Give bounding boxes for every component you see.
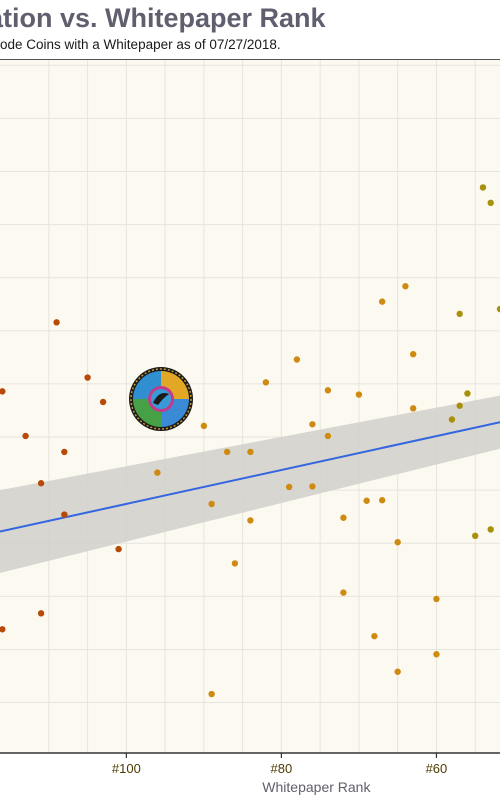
data-point [0, 388, 6, 395]
data-point [394, 538, 401, 546]
data-point [487, 199, 494, 207]
data-point [223, 448, 231, 456]
data-point [394, 668, 401, 675]
data-point [200, 422, 208, 430]
title-rule [0, 59, 500, 60]
plot-panel [0, 60, 500, 753]
data-point [22, 432, 29, 440]
data-point [99, 398, 107, 406]
data-point [293, 356, 301, 363]
data-point [355, 391, 363, 398]
data-point [61, 511, 68, 518]
data-point [208, 690, 215, 698]
data-point [84, 374, 91, 381]
data-point [496, 305, 500, 313]
data-point [0, 626, 6, 633]
data-point [309, 483, 316, 490]
data-point [262, 379, 270, 386]
data-point [247, 517, 254, 524]
chart-title: ation vs. Whitepaper Rank [0, 3, 326, 33]
data-point [487, 526, 494, 533]
x-tick-label: #60 [426, 761, 448, 776]
x-tick-label: #100 [112, 761, 141, 776]
chart-subtitle: ode Coins with a Whitepaper as of 07/27/… [0, 37, 281, 52]
data-points [0, 184, 500, 698]
data-point [433, 595, 440, 603]
data-point [285, 483, 293, 491]
data-point [154, 469, 161, 476]
data-point [409, 350, 417, 358]
confidence-band [0, 395, 500, 573]
data-point [309, 421, 316, 428]
coin-logo-badge [129, 367, 193, 431]
data-point [231, 560, 239, 567]
data-point [247, 448, 254, 456]
data-point [37, 480, 45, 487]
data-point [402, 283, 409, 290]
data-point [409, 405, 417, 412]
x-axis-ticks: #100 #80 #60 [112, 753, 447, 776]
data-point [61, 448, 68, 456]
data-point [371, 632, 378, 640]
data-point [448, 416, 456, 423]
data-point [115, 545, 122, 553]
data-point [479, 184, 487, 191]
data-point [53, 319, 60, 326]
data-point [456, 310, 463, 318]
data-point [37, 610, 45, 617]
data-point [456, 402, 463, 409]
data-point [324, 432, 332, 440]
data-point [378, 497, 386, 504]
data-point [324, 387, 332, 394]
data-point [208, 500, 215, 508]
data-point [464, 390, 471, 397]
data-point [433, 651, 440, 658]
data-point [471, 532, 479, 540]
data-point [340, 589, 347, 596]
data-point [340, 514, 347, 521]
trend-line [0, 421, 500, 533]
x-axis-title: Whitepaper Rank [262, 779, 371, 795]
data-point [363, 497, 370, 504]
data-point [378, 298, 386, 305]
x-tick-label: #80 [271, 761, 293, 776]
